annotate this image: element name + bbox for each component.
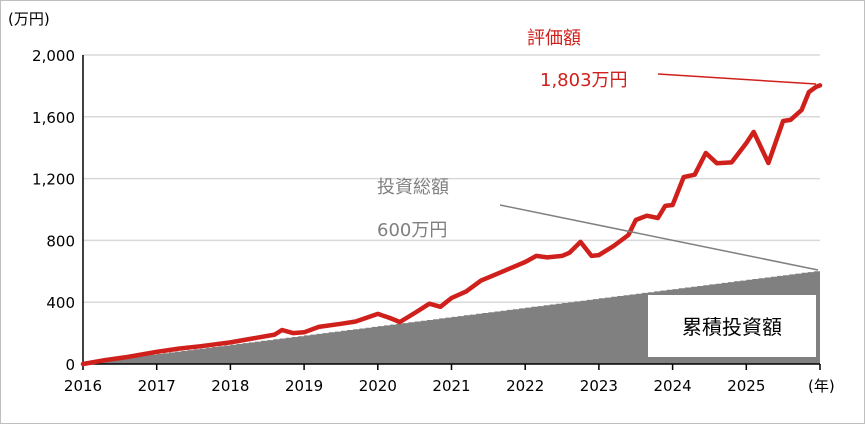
y-tick-label: 800 xyxy=(46,232,75,250)
y-unit-label: (万円) xyxy=(8,10,50,28)
cumulative-label-box xyxy=(648,295,816,357)
y-tick-label: 1,200 xyxy=(32,171,75,189)
cumulative-label: 累積投資額 xyxy=(682,315,782,339)
investment-leader-line xyxy=(499,204,819,271)
cumulative-investment-area xyxy=(83,271,820,364)
investment-title: 投資総額 xyxy=(377,177,449,198)
x-tick-label: 2025 xyxy=(727,377,765,395)
x-tick-label: 2019 xyxy=(285,377,323,395)
valuation-title: 評価額 xyxy=(527,28,581,49)
y-tick-label: 0 xyxy=(65,356,75,374)
valuation-leader-line xyxy=(657,73,817,85)
x-tick-label: 2016 xyxy=(64,377,102,395)
x-tick-label: 2022 xyxy=(506,377,544,395)
x-tick-label: 2021 xyxy=(432,377,470,395)
valuation-series-line xyxy=(80,83,823,367)
cumulative-investment-area-shape xyxy=(83,271,820,364)
x-tick-label: 2018 xyxy=(211,377,249,395)
valuation-value-label: 1,803万円 xyxy=(540,70,628,91)
y-tick-label: 1,600 xyxy=(32,109,75,127)
x-tick-label: 2017 xyxy=(138,377,176,395)
labels: (万円) (年) 評価額 1,803万円 投資総額 600万円 累積投資額 xyxy=(8,10,835,395)
x-unit-label: (年) xyxy=(808,377,835,395)
axes: 0 400 800 1,200 1,600 2,000 2016 2017 2018 2019 20… xyxy=(32,47,821,395)
gridlines xyxy=(83,54,820,303)
x-tick-label: 2024 xyxy=(654,377,692,395)
investment-value-label: 600万円 xyxy=(377,220,447,241)
y-tick-label: 2,000 xyxy=(32,47,75,65)
x-tick-label: 2023 xyxy=(580,377,618,395)
valuation-line xyxy=(80,83,823,367)
y-tick-label: 400 xyxy=(46,294,75,312)
x-tick-label: 2020 xyxy=(359,377,397,395)
